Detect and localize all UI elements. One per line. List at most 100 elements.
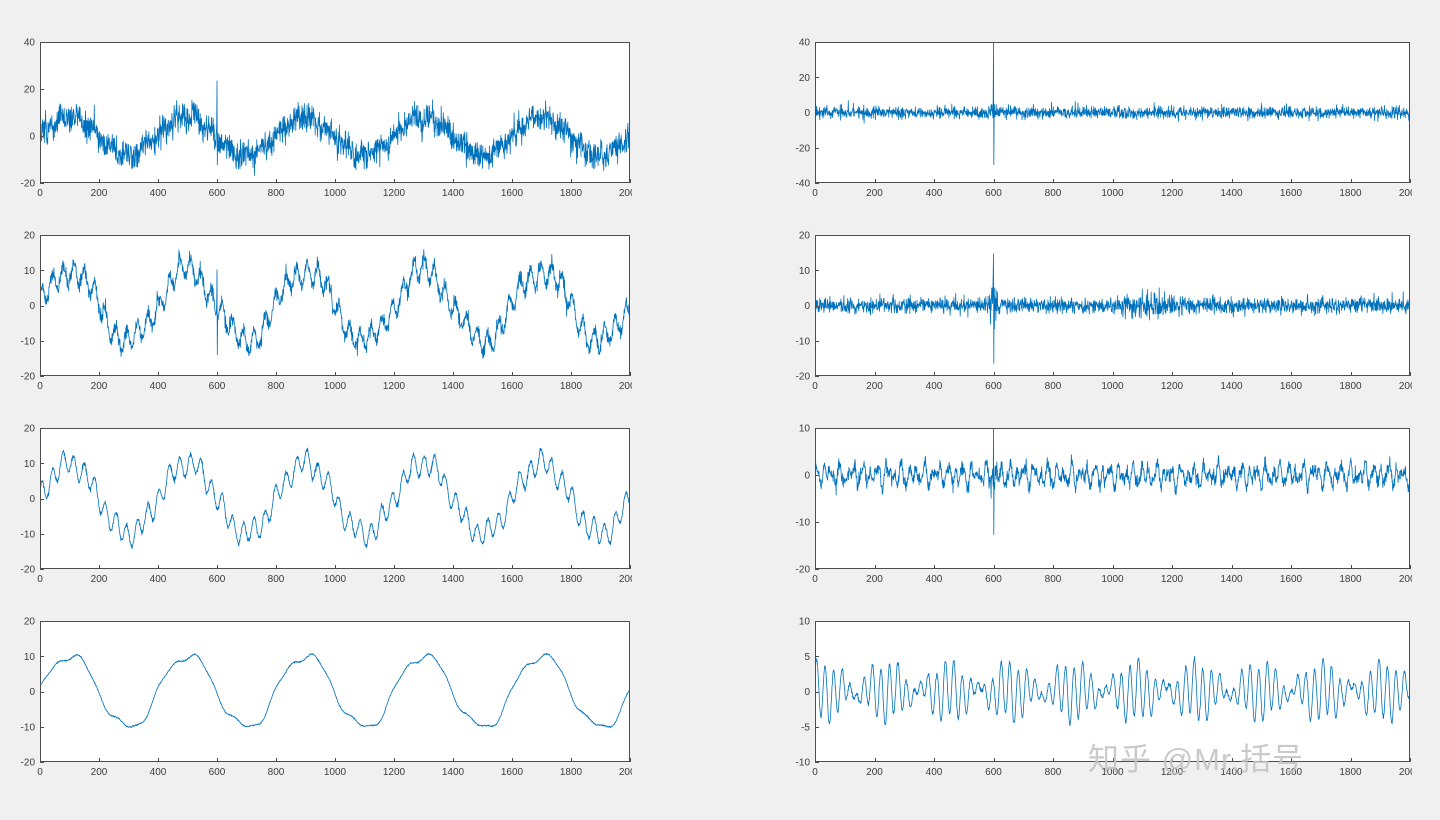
svg-text:1200: 1200 xyxy=(383,381,406,392)
svg-text:1800: 1800 xyxy=(1339,574,1362,585)
svg-text:200: 200 xyxy=(91,188,108,199)
svg-text:1600: 1600 xyxy=(501,188,524,199)
svg-text:800: 800 xyxy=(1045,381,1062,392)
svg-text:600: 600 xyxy=(209,381,226,392)
svg-text:1600: 1600 xyxy=(1280,381,1303,392)
svg-text:2000: 2000 xyxy=(619,188,632,199)
subplot-right-4: 0 200 400 600 800 1000 1200 1400 1600 1800 2000 -10… xyxy=(783,617,1412,782)
svg-text:1800: 1800 xyxy=(1339,767,1362,778)
svg-text:1400: 1400 xyxy=(1220,767,1243,778)
plot-right-2: 0200400600800100012001400160018002000-20… xyxy=(796,231,1412,392)
svg-text:-20: -20 xyxy=(21,179,36,190)
svg-text:1600: 1600 xyxy=(501,381,524,392)
svg-text:1800: 1800 xyxy=(1339,188,1362,199)
svg-text:1800: 1800 xyxy=(560,188,583,199)
svg-text:20: 20 xyxy=(24,231,36,242)
svg-text:0: 0 xyxy=(37,188,43,199)
svg-text:1200: 1200 xyxy=(383,188,406,199)
svg-text:0: 0 xyxy=(29,494,35,505)
svg-text:-40: -40 xyxy=(796,179,811,190)
svg-text:40: 40 xyxy=(24,38,36,49)
svg-text:600: 600 xyxy=(985,381,1002,392)
svg-text:10: 10 xyxy=(799,617,811,628)
svg-text:400: 400 xyxy=(926,188,943,199)
svg-text:800: 800 xyxy=(268,188,285,199)
svg-text:600: 600 xyxy=(985,767,1002,778)
svg-text:0: 0 xyxy=(29,301,35,312)
subplot-left-1: 0200400600800100012001400160018002000-20… xyxy=(8,38,632,203)
plot-right-3: 0 200 400 600 800 1000 1200 1400 1600 1800 2000 -20… xyxy=(796,424,1412,585)
svg-text:400: 400 xyxy=(926,767,943,778)
svg-text:20: 20 xyxy=(799,231,811,242)
svg-text:1400: 1400 xyxy=(442,188,465,199)
svg-text:-20: -20 xyxy=(796,143,811,154)
svg-text:1000: 1000 xyxy=(1101,188,1124,199)
subplot-left-4: 0200400600800100012001400160018002000-20… xyxy=(8,617,632,782)
svg-text:1400: 1400 xyxy=(442,381,465,392)
svg-text:1400: 1400 xyxy=(442,767,465,778)
svg-text:1000: 1000 xyxy=(1101,767,1124,778)
svg-text:-10: -10 xyxy=(796,336,811,347)
svg-text:1000: 1000 xyxy=(1101,574,1124,585)
svg-text:1800: 1800 xyxy=(1339,381,1362,392)
svg-text:1400: 1400 xyxy=(1220,381,1243,392)
plot-left-4: 0200400600800100012001400160018002000-20… xyxy=(21,617,632,778)
svg-text:2000: 2000 xyxy=(1399,767,1412,778)
svg-text:0: 0 xyxy=(37,767,43,778)
svg-text:400: 400 xyxy=(150,381,167,392)
svg-text:1600: 1600 xyxy=(501,574,524,585)
svg-text:20: 20 xyxy=(24,85,36,96)
svg-text:600: 600 xyxy=(985,188,1002,199)
svg-text:10: 10 xyxy=(24,459,36,470)
svg-text:10: 10 xyxy=(799,424,811,435)
svg-text:1600: 1600 xyxy=(1280,767,1303,778)
subplot-right-1: 0200400600800100012001400160018002000-40… xyxy=(783,38,1412,203)
svg-text:20: 20 xyxy=(24,424,36,435)
svg-text:20: 20 xyxy=(799,73,811,84)
svg-text:-20: -20 xyxy=(21,758,36,769)
svg-text:2000: 2000 xyxy=(1399,381,1412,392)
svg-text:0: 0 xyxy=(804,301,810,312)
svg-text:0: 0 xyxy=(29,132,35,143)
svg-text:2000: 2000 xyxy=(619,767,632,778)
svg-text:800: 800 xyxy=(268,381,285,392)
svg-text:800: 800 xyxy=(268,574,285,585)
svg-text:0: 0 xyxy=(812,381,818,392)
svg-text:1200: 1200 xyxy=(1161,188,1184,199)
svg-text:400: 400 xyxy=(926,574,943,585)
svg-text:1600: 1600 xyxy=(501,767,524,778)
svg-text:10: 10 xyxy=(799,266,811,277)
svg-text:200: 200 xyxy=(91,767,108,778)
plot-right-1: 0200400600800100012001400160018002000-40… xyxy=(796,38,1412,199)
svg-text:800: 800 xyxy=(268,767,285,778)
plot-right-4: 0 200 400 600 800 1000 1200 1400 1600 1800 2000 -10… xyxy=(796,617,1412,778)
svg-text:0: 0 xyxy=(812,574,818,585)
svg-text:200: 200 xyxy=(91,574,108,585)
svg-text:0: 0 xyxy=(804,108,810,119)
svg-text:-10: -10 xyxy=(21,529,36,540)
svg-text:-20: -20 xyxy=(796,372,811,383)
svg-text:1000: 1000 xyxy=(324,188,347,199)
subplot-left-2: 0200400600800100012001400160018002000-20… xyxy=(8,231,632,396)
subplot-right-2: 0200400600800100012001400160018002000-20… xyxy=(783,231,1412,396)
svg-text:0: 0 xyxy=(37,574,43,585)
svg-text:200: 200 xyxy=(91,381,108,392)
svg-text:1400: 1400 xyxy=(1220,574,1243,585)
svg-text:0: 0 xyxy=(812,767,818,778)
svg-text:-20: -20 xyxy=(21,372,36,383)
svg-text:1200: 1200 xyxy=(383,767,406,778)
svg-text:-20: -20 xyxy=(796,565,811,576)
svg-text:1000: 1000 xyxy=(324,381,347,392)
plot-left-3: 0200400600800100012001400160018002000-20… xyxy=(21,424,632,585)
svg-text:1200: 1200 xyxy=(383,574,406,585)
svg-text:200: 200 xyxy=(866,188,883,199)
svg-text:2000: 2000 xyxy=(1399,574,1412,585)
svg-text:-20: -20 xyxy=(21,565,36,576)
svg-text:1200: 1200 xyxy=(1161,381,1184,392)
svg-text:400: 400 xyxy=(150,188,167,199)
svg-text:200: 200 xyxy=(866,767,883,778)
svg-text:0: 0 xyxy=(37,381,43,392)
plot-left-1: 0200400600800100012001400160018002000-20… xyxy=(21,38,632,199)
svg-text:1600: 1600 xyxy=(1280,574,1303,585)
